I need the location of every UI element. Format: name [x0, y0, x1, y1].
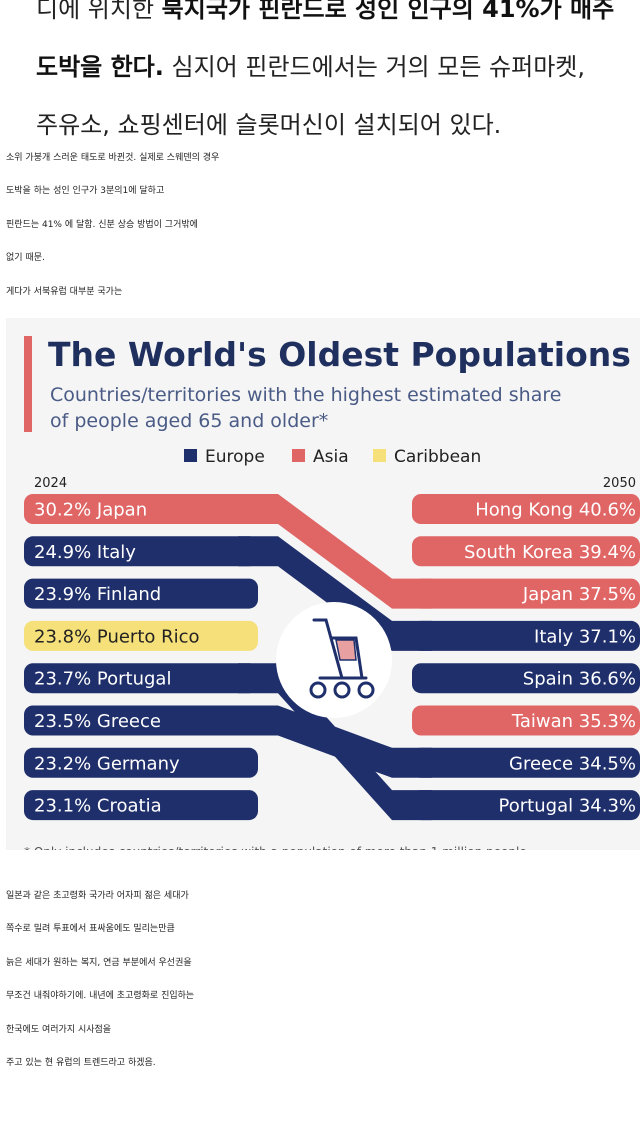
right-bar-label: Taiwan 35.3%: [511, 711, 636, 732]
connector-italy: [238, 536, 432, 651]
walker-icon-circle: [276, 602, 392, 718]
left-bar-label: 30.2% Japan: [34, 500, 147, 521]
right-bar-label: Spain 36.6%: [523, 669, 636, 690]
header-line-3: 주유소, 쇼핑센터에 슬롯머신이 설치되어 있다.: [36, 111, 502, 139]
right-bar: [412, 494, 640, 524]
left-bar: [24, 494, 258, 524]
left-bar: [24, 747, 258, 778]
legend-swatch: [184, 449, 197, 462]
right-bar: [412, 747, 640, 778]
outro-paragraph: 일본과 같은 초고령화 국가라 어자피 젊은 세대가 쪽수로 밀려 투표에서 표…: [6, 890, 626, 1090]
left-bar-label: 23.5% Greece: [34, 711, 161, 732]
chart-subtitle-line-2: of people aged 65 and older*: [50, 410, 328, 432]
walker-wheel-icon: [309, 681, 327, 699]
intro-line: 게다가 서북유럽 대부분 국가는: [6, 286, 123, 297]
header-line-1: 디에 위치한 북지국가 핀란드로 성인 인구의 41%가 매주: [36, 0, 615, 23]
header-line-2: 도박을 한다. 심지어 핀란드에서는 거의 모든 슈퍼마켓,: [36, 53, 586, 81]
walker-icon: [312, 618, 368, 680]
outro-line: 주고 있는 현 유럽의 트렌드라고 하겠음.: [6, 1057, 156, 1068]
connector-japan: [238, 494, 432, 609]
outro-line: 늙은 세대가 원하는 복지, 연금 부분에서 우선권을: [6, 957, 192, 968]
legend-label: Europe: [205, 447, 265, 467]
right-year-label: 2050: [603, 476, 636, 491]
right-bar: [412, 705, 640, 736]
right-bar-label: Portugal 34.3%: [499, 796, 636, 817]
chart-subtitle-line-1: Countries/territories with the highest e…: [50, 384, 561, 406]
right-bar: [412, 620, 640, 651]
chart-footnote: * Only includes countries/territories wi…: [24, 845, 527, 850]
left-bar-label: 23.9% Finland: [34, 584, 161, 605]
walker-basket-icon: [335, 639, 357, 661]
chart-title: The World's Oldest Populations: [48, 335, 631, 374]
right-bar-label: South Korea 39.4%: [464, 542, 636, 563]
right-bar: [412, 578, 640, 609]
outro-line: 일본과 같은 초고령화 국가라 어자피 젊은 세대가: [6, 891, 189, 901]
title-accent-bar: [24, 336, 32, 432]
right-bar: [412, 536, 640, 567]
right-bar-label: Italy 37.1%: [534, 626, 636, 647]
left-year-label: 2024: [34, 476, 67, 491]
outro-line: 무조건 내줘야하기에. 내년에 초고령화로 진입하는: [6, 991, 195, 1002]
outro-line: 쪽수로 밀려 투표에서 표싸움에도 밀리는만큼: [6, 924, 175, 935]
left-bar-label: 23.8% Puerto Rico: [34, 626, 200, 647]
left-bar: [24, 705, 258, 736]
left-bar-label: 23.7% Portugal: [34, 669, 171, 690]
legend-label: Caribbean: [394, 447, 481, 467]
legend-label: Asia: [313, 447, 349, 467]
oldest-populations-chart: The World's Oldest Populations Countries/…: [24, 335, 640, 859]
left-bar-label: 24.9% Italy: [34, 542, 136, 563]
walker-wheel-icon: [333, 681, 351, 699]
left-bar: [24, 578, 258, 609]
left-bar: [24, 663, 258, 694]
right-bar-label: Hong Kong 40.6%: [475, 500, 636, 521]
right-bar-label: Japan 37.5%: [522, 584, 636, 605]
header-paragraph: 디에 위치한 북지국가 핀란드로 성인 인구의 41%가 매주 도박을 한다. …: [36, 0, 640, 154]
legend-swatch: [373, 449, 386, 462]
walker-wheel-icon: [357, 681, 375, 699]
right-bar: [412, 790, 640, 821]
intro-paragraph: 소위 가붕개 스러운 태도로 바뀐것. 실제로 스웨덴의 경우 도박을 하는 성…: [6, 152, 626, 319]
left-bar: [24, 620, 258, 651]
left-bar-label: 23.1% Croatia: [34, 796, 162, 817]
intro-line: 소위 가붕개 스러운 태도로 바뀐것. 실제로 스웨덴의 경우: [6, 153, 220, 163]
outro-line: 한국에도 여러가지 시사점을: [6, 1024, 112, 1035]
intro-line: 핀란드는 41% 에 달함. 신분 상승 방법이 그거밖에: [6, 219, 198, 230]
connector-greece: [238, 705, 432, 778]
left-bar: [24, 790, 258, 821]
intro-line: 도박을 하는 성인 인구가 3분의1에 달하고: [6, 186, 165, 197]
right-bar: [412, 663, 640, 694]
left-bar-label: 23.2% Germany: [34, 753, 180, 774]
intro-line: 없기 때문.: [6, 253, 45, 264]
legend-swatch: [292, 449, 305, 462]
left-bar: [24, 536, 258, 567]
right-bar-label: Greece 34.5%: [509, 753, 636, 774]
infographic: The World's Oldest Populations Countries/…: [6, 318, 640, 859]
